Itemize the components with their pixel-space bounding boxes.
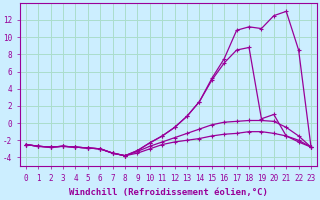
X-axis label: Windchill (Refroidissement éolien,°C): Windchill (Refroidissement éolien,°C) bbox=[69, 188, 268, 197]
